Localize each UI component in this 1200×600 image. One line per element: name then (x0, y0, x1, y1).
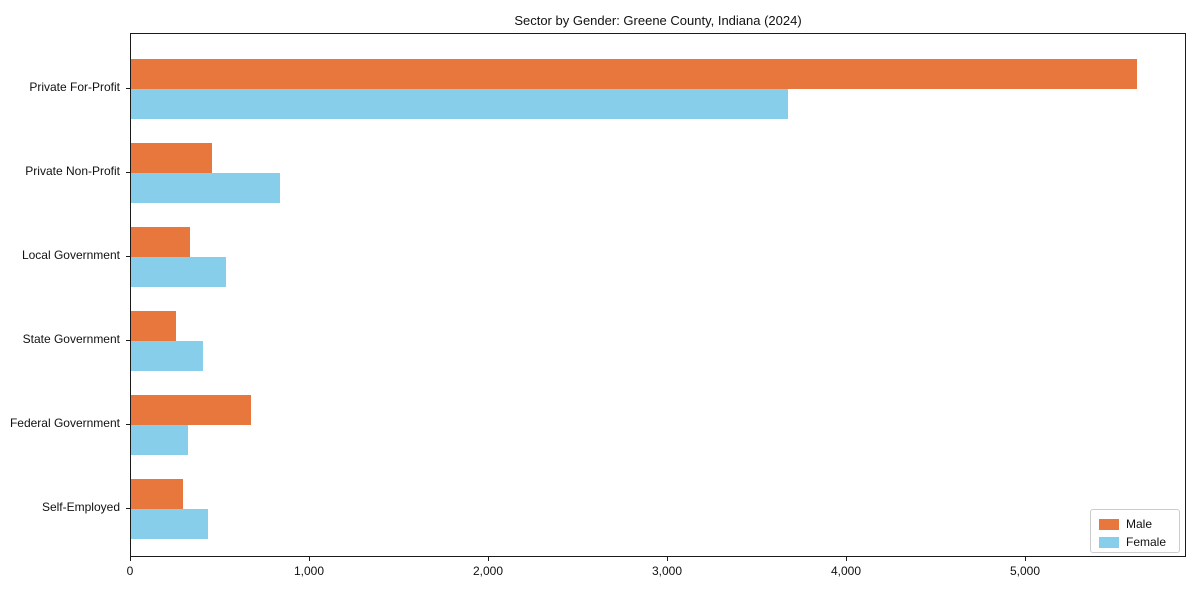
legend-item-male: Male (1099, 516, 1171, 532)
bar-female-private-for-profit (131, 89, 788, 119)
y-tick (126, 424, 130, 425)
x-tick-label: 4,000 (830, 564, 862, 578)
y-tick (126, 88, 130, 89)
x-tick-label: 1,000 (293, 564, 325, 578)
bar-male-federal-government (131, 395, 251, 425)
legend-label-male: Male (1126, 517, 1153, 531)
bar-female-federal-government (131, 425, 188, 455)
x-tick-label: 2,000 (472, 564, 504, 578)
y-axis-label: Private Non-Profit (25, 164, 120, 178)
x-tick-label: 5,000 (1009, 564, 1041, 578)
bar-male-private-non-profit (131, 143, 212, 173)
bar-female-private-non-profit (131, 173, 280, 203)
x-tick (488, 557, 489, 561)
y-axis-label: State Government (22, 332, 120, 346)
x-tick (309, 557, 310, 561)
legend-label-female: Female (1126, 535, 1167, 549)
bar-male-self-employed (131, 479, 183, 509)
y-tick (126, 256, 130, 257)
bar-female-self-employed (131, 509, 208, 539)
y-tick (126, 172, 130, 173)
x-tick (1025, 557, 1026, 561)
chart-title: Sector by Gender: Greene County, Indiana… (514, 13, 802, 28)
x-tick-label: 3,000 (651, 564, 683, 578)
legend: Male Female (1090, 509, 1180, 553)
plot-area (130, 33, 1186, 557)
y-tick (126, 508, 130, 509)
y-tick (126, 340, 130, 341)
x-tick (667, 557, 668, 561)
x-tick-label: 0 (126, 564, 134, 578)
y-axis-label: Private For-Profit (29, 80, 120, 94)
y-axis-label: Self-Employed (41, 500, 120, 514)
bar-female-local-government (131, 257, 226, 287)
x-tick (846, 557, 847, 561)
bar-male-local-government (131, 227, 190, 257)
bar-male-private-for-profit (131, 59, 1137, 89)
legend-item-female: Female (1099, 534, 1171, 550)
female-swatch (1099, 536, 1119, 548)
y-axis-label: Federal Government (9, 416, 120, 430)
bar-male-state-government (131, 311, 176, 341)
bar-female-state-government (131, 341, 203, 371)
male-swatch (1099, 518, 1119, 530)
y-axis-label: Local Government (21, 248, 120, 262)
x-tick (130, 557, 131, 561)
